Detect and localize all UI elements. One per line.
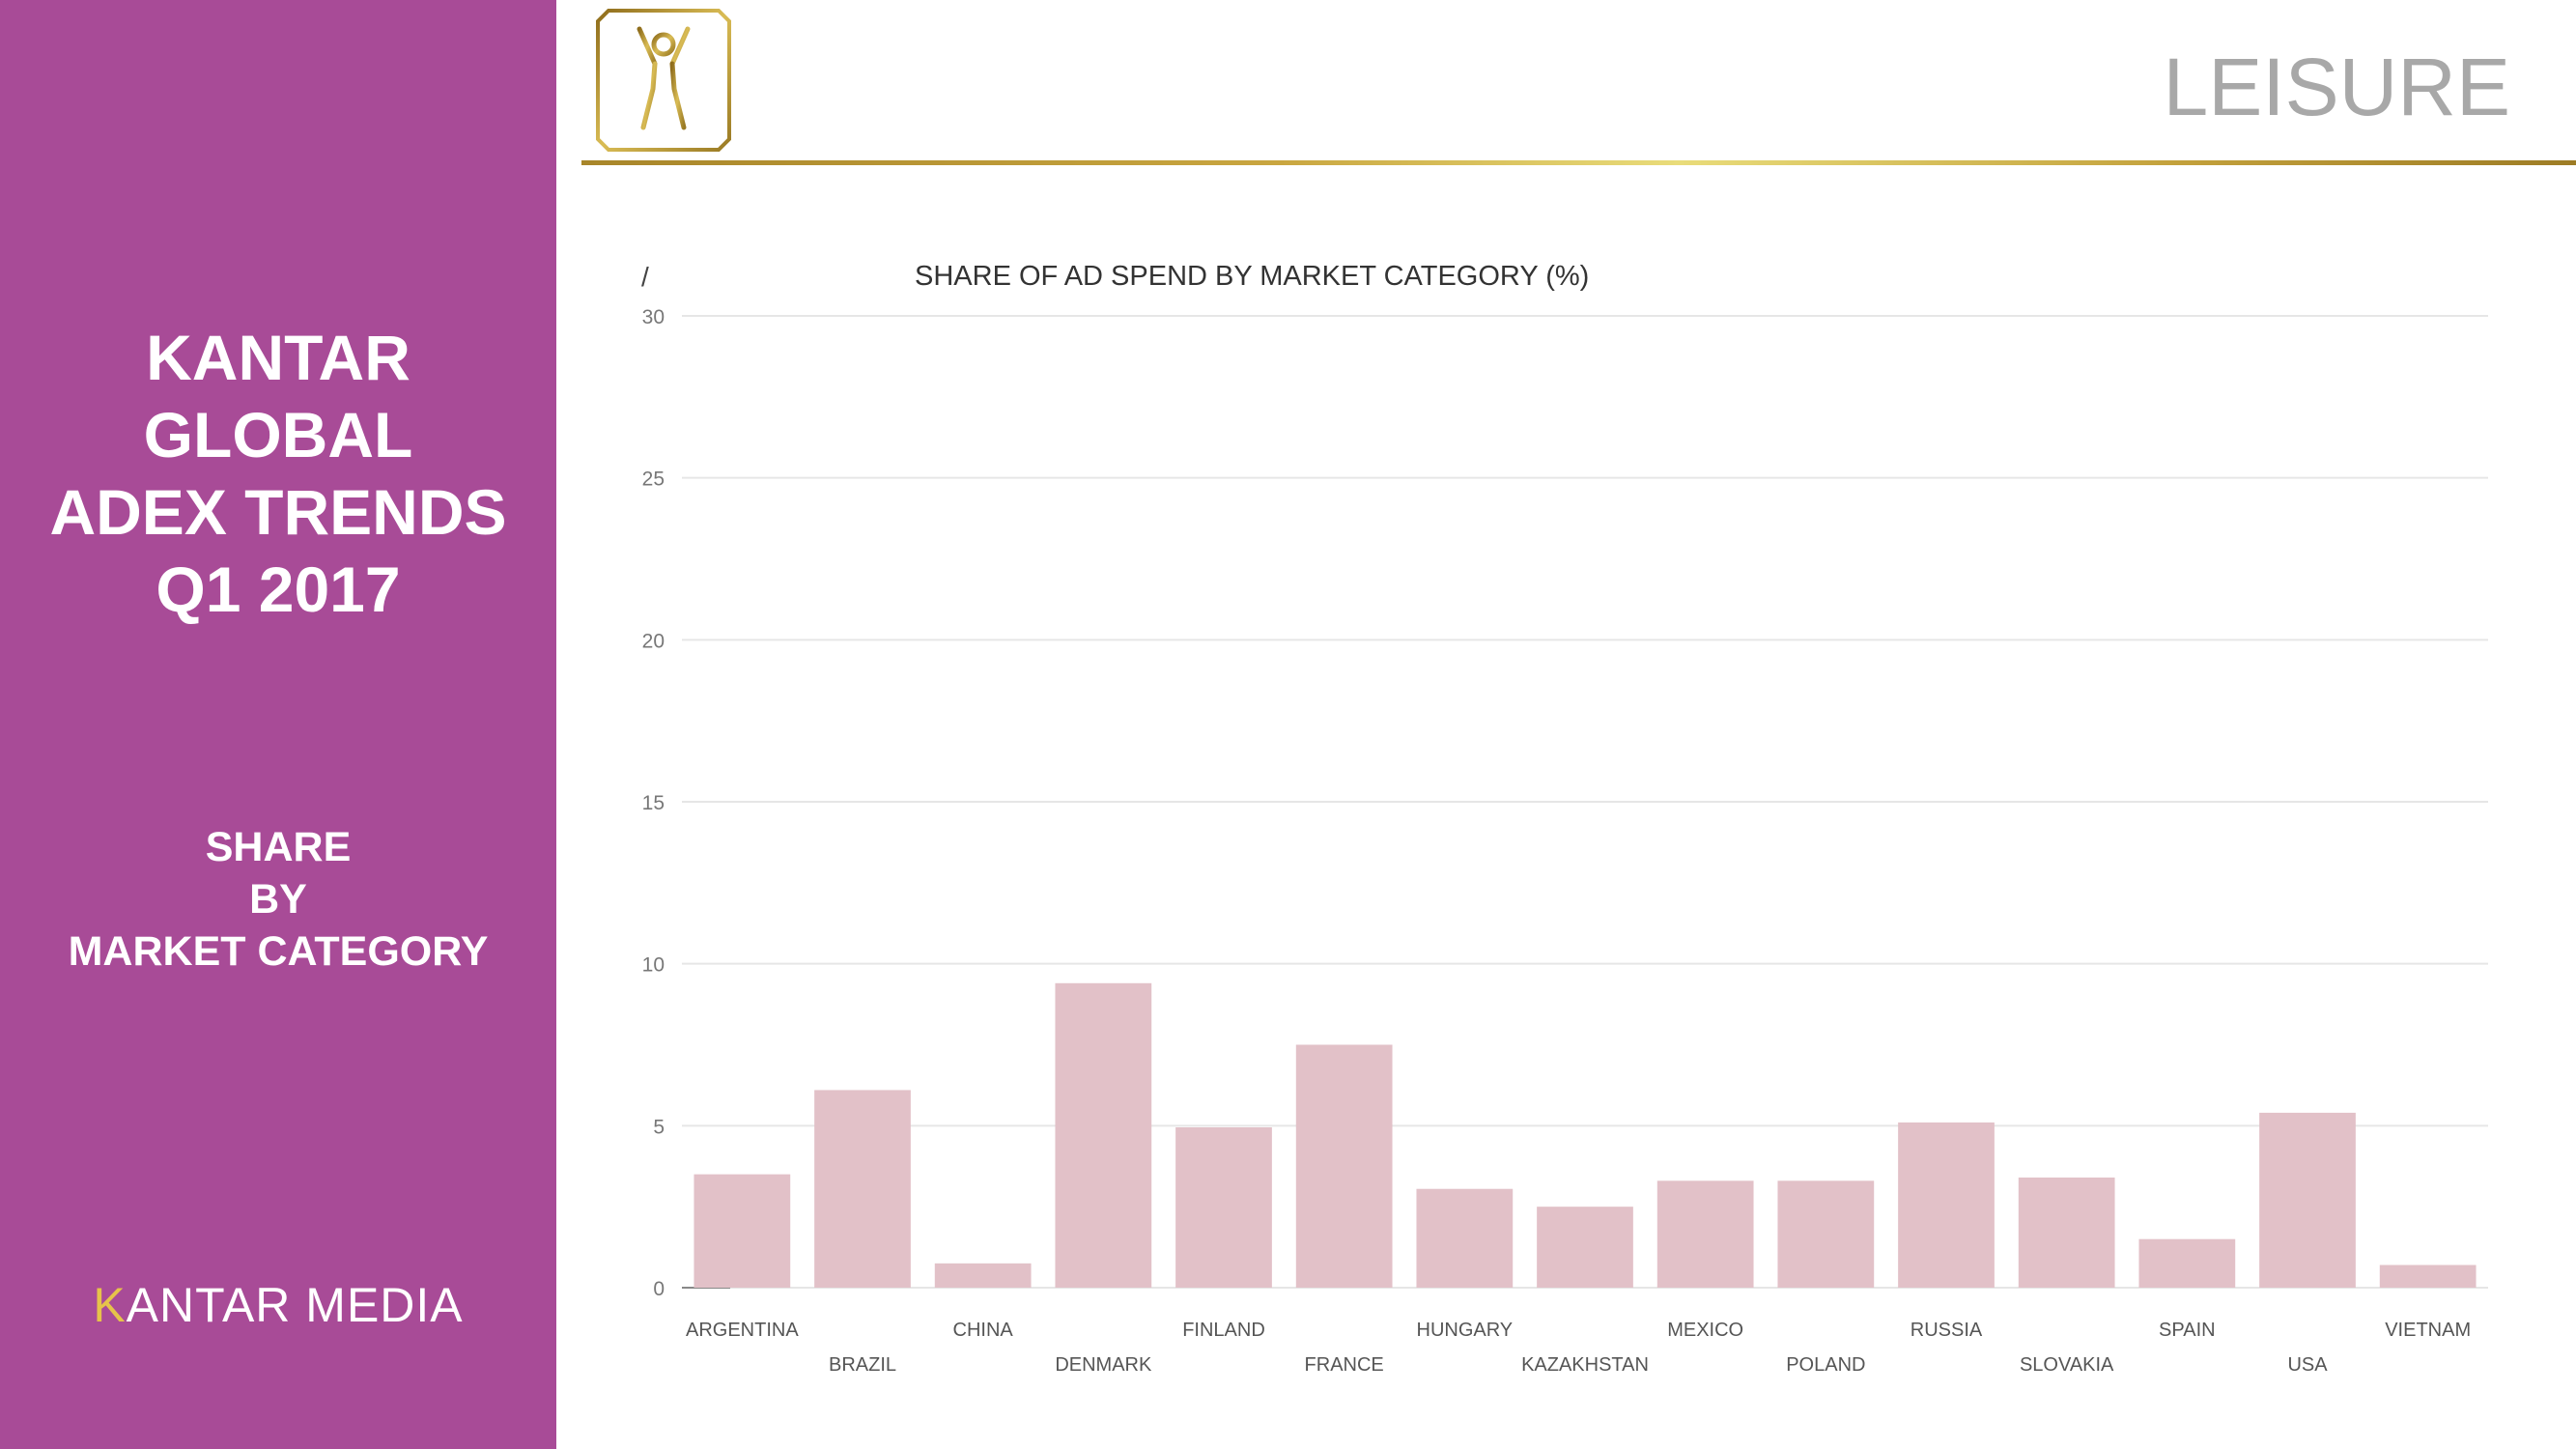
bar-mexico xyxy=(1656,1180,1754,1288)
x-tick-label: FINLAND xyxy=(1182,1320,1265,1341)
x-tick-label: MEXICO xyxy=(1667,1320,1743,1341)
section-title-line: BY xyxy=(249,876,307,923)
section-title: SHARE BY MARKET CATEGORY xyxy=(0,821,556,978)
bar-denmark xyxy=(1055,982,1152,1288)
bar-kazakhstan xyxy=(1537,1207,1633,1288)
section-title-line: MARKET CATEGORY xyxy=(68,928,489,975)
logo-first-letter: K xyxy=(93,1278,127,1332)
x-tick-label: VIETNAM xyxy=(2385,1320,2471,1341)
kantar-media-logo: KANTAR MEDIA xyxy=(0,1277,556,1333)
x-tick-label: ARGENTINA xyxy=(686,1320,799,1341)
x-tick-label: SPAIN xyxy=(2159,1320,2216,1341)
bar-france xyxy=(1295,1044,1393,1288)
bar-brazil xyxy=(814,1090,911,1288)
header-divider xyxy=(581,160,2576,165)
y-tick-label: 20 xyxy=(642,630,665,652)
y-tick-label: 30 xyxy=(642,306,665,328)
bar-china xyxy=(934,1263,1032,1288)
x-tick-label: POLAND xyxy=(1786,1354,1865,1376)
bar-finland xyxy=(1175,1127,1272,1288)
bar-vietnam xyxy=(2379,1264,2477,1288)
bar-argentina xyxy=(694,1174,791,1288)
leisure-person-icon xyxy=(595,8,732,153)
y-tick-label: 0 xyxy=(653,1278,665,1300)
x-tick-label: HUNGARY xyxy=(1417,1320,1514,1341)
section-title-line: SHARE xyxy=(205,824,352,870)
x-tick-label: FRANCE xyxy=(1305,1354,1384,1376)
chart-corner-mark: / xyxy=(641,262,649,292)
x-tick-label: USA xyxy=(2287,1354,2328,1376)
logo-rest: ANTAR MEDIA xyxy=(126,1278,464,1332)
bar-hungary xyxy=(1416,1188,1514,1288)
report-title-line: KANTAR xyxy=(146,322,410,393)
x-tick-label: RUSSIA xyxy=(1911,1320,1983,1341)
report-title-line: GLOBAL xyxy=(143,399,413,470)
sidebar: KANTAR GLOBAL ADEX TRENDS Q1 2017 SHARE … xyxy=(0,0,556,1449)
y-tick-label: 15 xyxy=(642,792,665,814)
y-tick-label: 25 xyxy=(642,469,665,491)
x-tick-label: BRAZIL xyxy=(829,1354,896,1376)
x-tick-label: CHINA xyxy=(953,1320,1014,1341)
bar-poland xyxy=(1777,1180,1875,1288)
report-title: KANTAR GLOBAL ADEX TRENDS Q1 2017 xyxy=(0,319,556,628)
chart-title: SHARE OF AD SPEND BY MARKET CATEGORY (%) xyxy=(915,261,1589,292)
x-tick-label: KAZAKHSTAN xyxy=(1521,1354,1649,1376)
category-title: LEISURE xyxy=(2163,42,2510,132)
x-tick-label: SLOVAKIA xyxy=(2020,1354,2114,1376)
bar-spain xyxy=(2138,1238,2236,1288)
report-title-line: ADEX TRENDS xyxy=(49,476,507,548)
y-tick-label: 10 xyxy=(642,954,665,977)
y-tick-label: 5 xyxy=(653,1116,665,1138)
report-title-line: Q1 2017 xyxy=(156,554,401,625)
bar-slovakia xyxy=(2018,1177,2115,1288)
bar-russia xyxy=(1898,1122,1995,1288)
x-tick-label: DENMARK xyxy=(1055,1354,1152,1376)
bar-usa xyxy=(2259,1112,2356,1288)
